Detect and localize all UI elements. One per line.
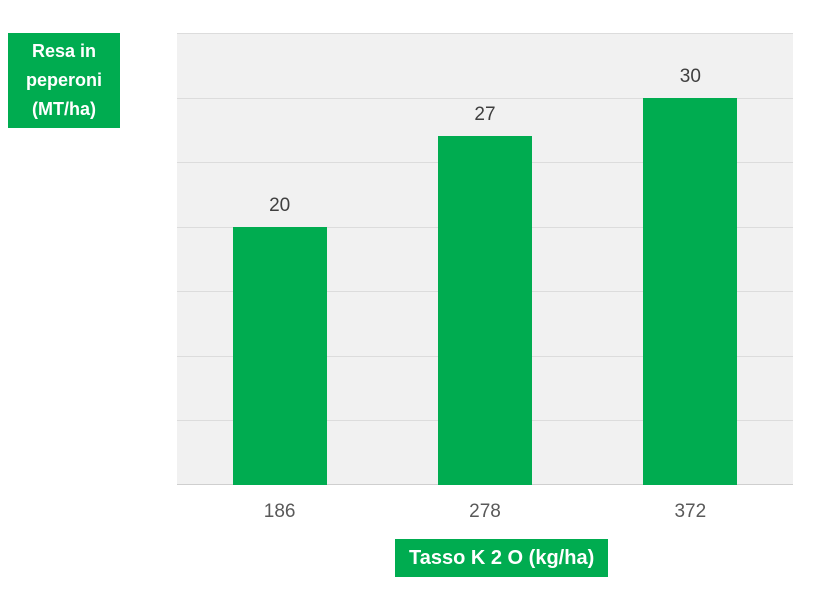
y-axis-title-line: (MT/ha) bbox=[32, 99, 96, 119]
x-axis-tick-row: 186 278 372 bbox=[177, 498, 793, 526]
bar bbox=[643, 97, 738, 485]
gridline bbox=[177, 33, 793, 34]
y-axis-title-line: peperoni bbox=[25, 70, 102, 90]
x-tick-label: 278 bbox=[469, 501, 501, 522]
x-tick-label: 186 bbox=[263, 501, 296, 522]
bar-value-label: 30 bbox=[679, 65, 701, 87]
bar-value-label: 27 bbox=[474, 104, 496, 126]
bar bbox=[232, 226, 327, 485]
bar-value-label: 20 bbox=[269, 194, 291, 216]
x-tick-label: 372 bbox=[674, 501, 707, 522]
y-axis-title-box: Resa in peperoni (MT/ha) bbox=[8, 33, 120, 128]
plot-area: 20 27 30 bbox=[177, 33, 793, 485]
x-axis-title-box: Tasso K 2 O (kg/ha) bbox=[395, 539, 609, 577]
x-axis-title-label: Tasso K 2 O (kg/ha) bbox=[409, 546, 595, 569]
y-axis-title-line: Resa in bbox=[31, 41, 97, 61]
gridline bbox=[177, 97, 793, 99]
bar bbox=[438, 136, 532, 485]
